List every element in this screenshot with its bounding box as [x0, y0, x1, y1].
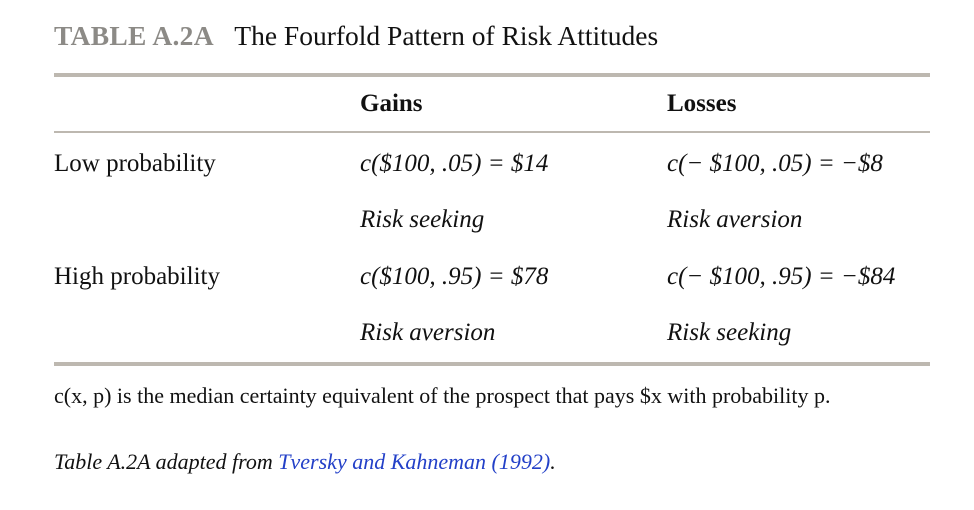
table-title: The Fourfold Pattern of Risk Attitudes	[234, 20, 659, 51]
column-header-gains: Gains	[360, 90, 423, 117]
table-number: TABLE A.2A	[54, 20, 214, 51]
column-header-losses: Losses	[667, 90, 737, 117]
high-losses-attitude: Risk seeking	[667, 319, 792, 346]
header-rule	[54, 131, 930, 133]
high-losses-formula: c(− $100, .95) = −$84	[667, 263, 896, 290]
low-gains-formula: c($100, .05) = $14	[360, 150, 549, 177]
low-losses-formula: c(− $100, .05) = −$8	[667, 150, 883, 177]
footnote-source: Table A.2A adapted from Tversky and Kahn…	[54, 448, 930, 477]
row-label-low-probability: Low probability	[54, 150, 216, 177]
source-suffix: .	[550, 449, 556, 474]
top-rule	[54, 73, 930, 77]
footnote-definition: c(x, p) is the median certainty equivale…	[54, 383, 831, 408]
bottom-rule	[54, 362, 930, 366]
low-gains-attitude: Risk seeking	[360, 206, 485, 233]
row-label-high-probability: High probability	[54, 263, 220, 290]
citation-link[interactable]: Tversky and Kahneman (1992)	[278, 449, 551, 474]
high-gains-formula: c($100, .95) = $78	[360, 263, 549, 290]
source-prefix: Table A.2A adapted from	[54, 449, 279, 474]
high-gains-attitude: Risk aversion	[360, 319, 496, 346]
table-caption: TABLE A.2A The Fourfold Pattern of Risk …	[54, 22, 658, 50]
low-losses-attitude: Risk aversion	[667, 206, 803, 233]
